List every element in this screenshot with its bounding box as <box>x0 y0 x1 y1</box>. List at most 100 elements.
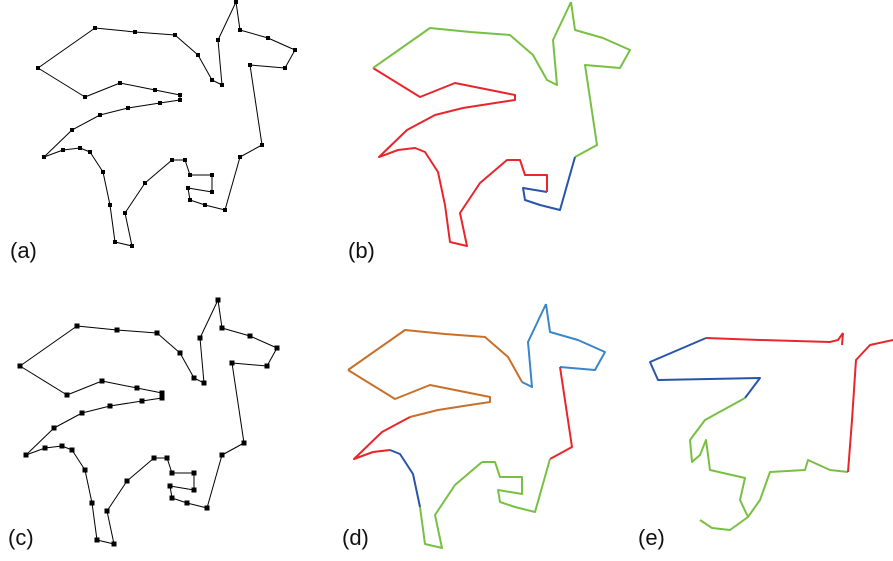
vertex <box>265 364 270 369</box>
panel-label: (e) <box>638 525 665 550</box>
shape <box>18 298 280 547</box>
panel-label: (c) <box>8 525 34 550</box>
vertex <box>90 501 95 506</box>
vertex <box>155 331 160 336</box>
vertex <box>18 364 23 369</box>
vertex <box>113 240 117 244</box>
vertex <box>130 244 134 248</box>
outline <box>482 459 550 512</box>
vertex <box>78 146 82 150</box>
figure: (a) (b) (c) (d) (e) <box>0 0 893 556</box>
vertex <box>283 66 287 70</box>
vertex <box>143 181 147 185</box>
vertex <box>178 93 182 97</box>
vertex <box>115 328 120 333</box>
vertex <box>170 471 175 476</box>
vertex <box>100 379 105 384</box>
vertex <box>125 479 130 484</box>
vertex <box>275 346 280 351</box>
vertex <box>293 48 297 52</box>
vertex <box>36 66 40 70</box>
vertex <box>210 173 214 177</box>
vertex <box>170 496 175 501</box>
outline <box>354 417 410 459</box>
vertex <box>266 36 270 40</box>
vertex <box>135 386 140 391</box>
outline <box>848 340 893 472</box>
vertex <box>153 88 157 92</box>
vertex <box>188 198 192 202</box>
outline <box>706 333 843 342</box>
panel-label: (b) <box>348 238 375 263</box>
vertex <box>248 63 252 67</box>
vertex <box>165 456 170 461</box>
vertex <box>170 158 174 162</box>
outline <box>650 338 760 398</box>
outline <box>38 2 295 246</box>
vertex <box>203 203 207 207</box>
vertex <box>95 538 100 543</box>
vertex <box>133 30 137 34</box>
vertex <box>242 441 247 446</box>
vertex <box>75 324 80 329</box>
vertex <box>118 81 122 85</box>
outline <box>373 68 547 246</box>
vertex <box>105 509 110 514</box>
outline <box>390 450 420 507</box>
shape <box>348 304 605 548</box>
outline <box>571 2 630 157</box>
panel-label: (a) <box>10 238 37 263</box>
outline <box>550 367 572 459</box>
outline <box>748 460 848 517</box>
shape <box>36 0 297 248</box>
vertex <box>192 488 197 493</box>
vertex <box>198 336 203 341</box>
vertex <box>188 173 192 177</box>
vertex <box>98 113 102 117</box>
vertex <box>220 453 225 458</box>
vertex <box>140 399 145 404</box>
vertex <box>52 426 57 431</box>
outline <box>373 2 571 85</box>
outline <box>522 304 546 387</box>
vertex <box>185 501 190 506</box>
vertex <box>108 404 113 409</box>
outline <box>348 370 490 417</box>
vertex <box>70 448 75 453</box>
vertex <box>160 396 165 401</box>
vertex <box>112 542 117 547</box>
vertex <box>178 98 182 102</box>
vertex <box>126 106 130 110</box>
vertex <box>260 143 264 147</box>
outline <box>546 304 605 370</box>
vertex <box>220 83 224 87</box>
vertex <box>205 506 210 511</box>
outline <box>420 462 482 548</box>
vertex <box>210 190 214 194</box>
vertex <box>70 128 74 132</box>
vertex <box>43 446 48 451</box>
vertex <box>168 484 173 489</box>
vertex <box>65 393 70 398</box>
vertex <box>192 471 197 476</box>
vertex <box>158 101 162 105</box>
outline <box>523 157 575 210</box>
vertex <box>88 150 92 154</box>
vertex <box>202 381 207 386</box>
vertex <box>248 334 253 339</box>
vertex <box>220 326 225 331</box>
vertex <box>234 0 238 4</box>
outline <box>842 333 843 345</box>
vertex <box>123 211 127 215</box>
vertex <box>210 78 214 82</box>
vertex <box>238 155 242 159</box>
vertex <box>216 38 220 42</box>
vertex <box>178 351 183 356</box>
vertex <box>24 453 29 458</box>
vertex <box>108 203 112 207</box>
vertex <box>192 376 197 381</box>
vertex <box>42 155 46 159</box>
shape <box>373 2 630 246</box>
outline <box>348 330 522 382</box>
vertex <box>238 28 242 32</box>
